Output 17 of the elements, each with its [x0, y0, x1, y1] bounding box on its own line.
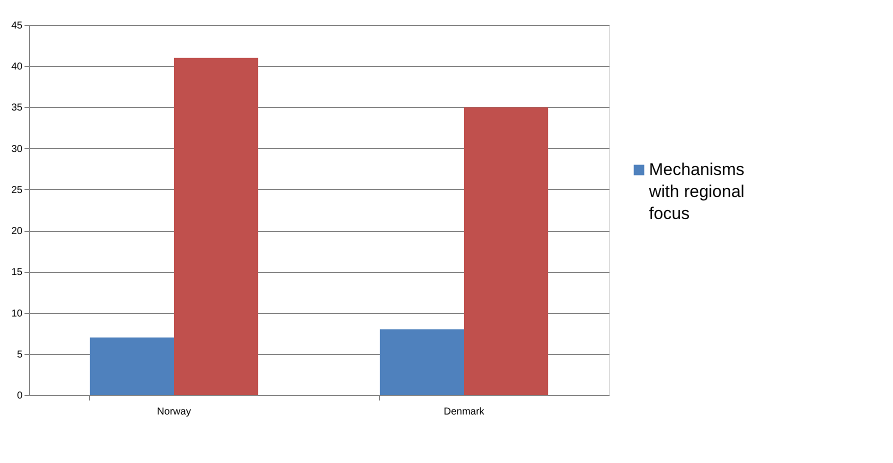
legend-label: Mechanisms with regional focus [648, 160, 744, 223]
bar [90, 337, 174, 395]
y-tick-label: 25 [11, 184, 23, 196]
bar [464, 107, 548, 395]
x-tick-label: Norway [157, 406, 191, 418]
y-tick-label: 35 [11, 102, 23, 114]
y-tick-label: 20 [11, 226, 23, 238]
y-tick-label: 40 [11, 62, 23, 73]
y-tick-label: 10 [11, 308, 23, 320]
y-tick-label: 0 [16, 390, 23, 402]
y-tick-label: 5 [16, 349, 23, 360]
y-tick-label: 15 [11, 267, 23, 278]
x-tick-label: Denmark [444, 406, 486, 418]
y-tick-label: 30 [11, 144, 23, 155]
bar [380, 329, 464, 395]
bar [174, 58, 258, 395]
y-tick-label: 45 [11, 20, 23, 32]
